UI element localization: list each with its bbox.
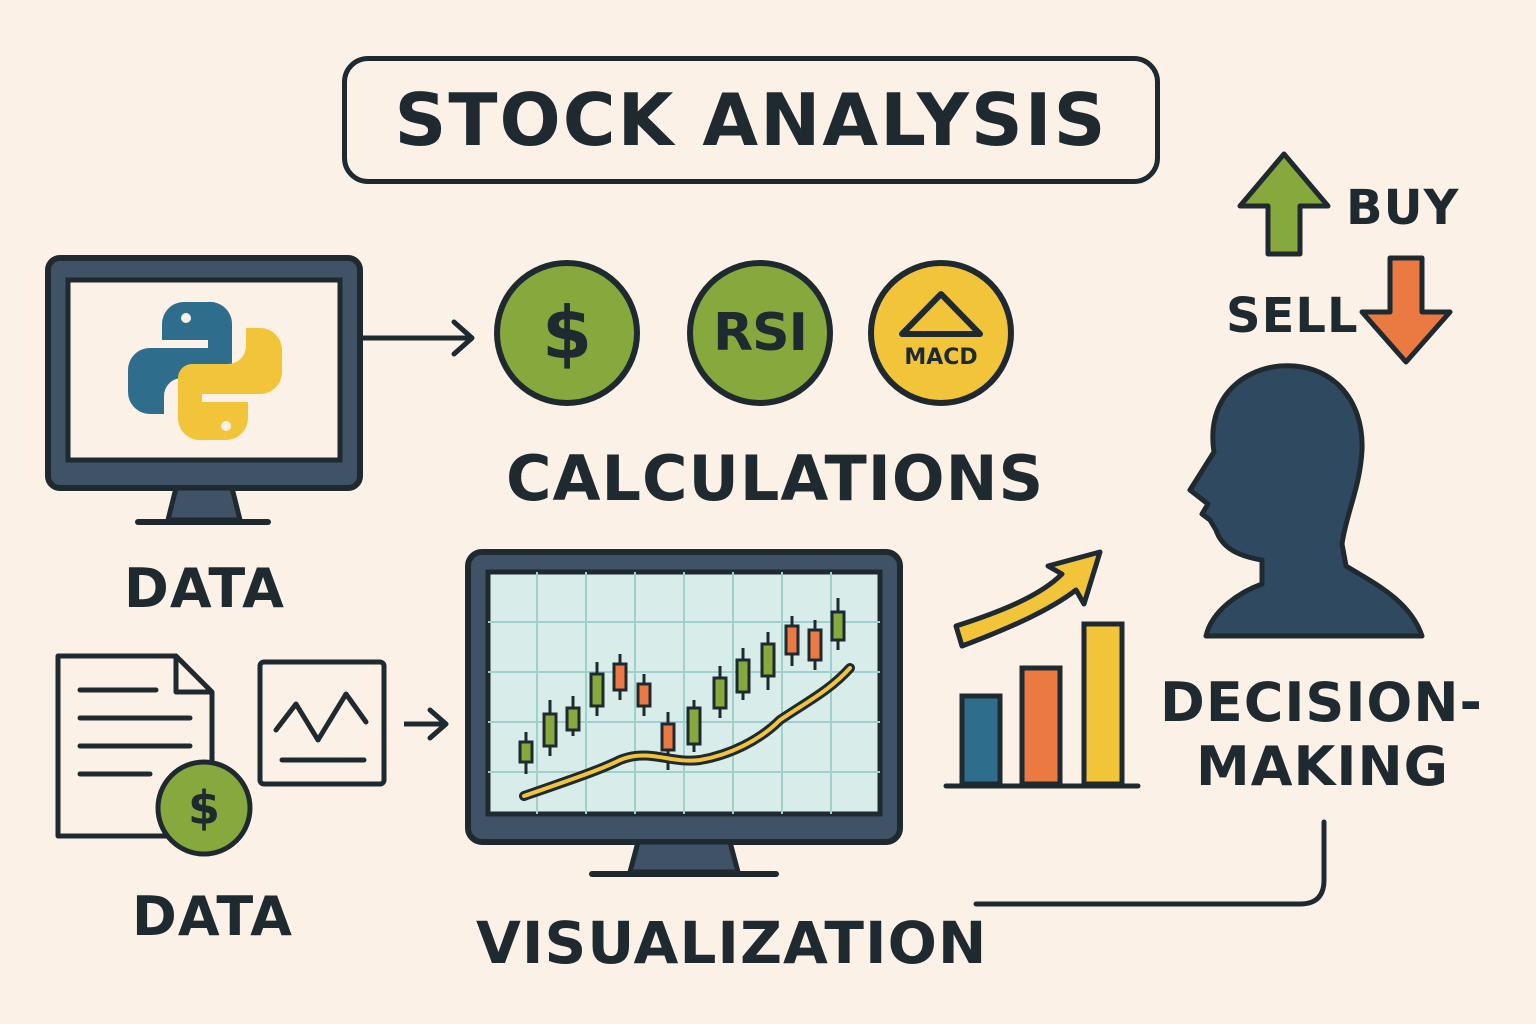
visualization-label: VISUALIZATION [476,909,988,977]
candle-body [760,642,776,678]
sell-arrow-icon [1359,255,1453,365]
candle-body [830,610,846,642]
dollar-symbol: $ [541,291,593,375]
document-dollar-coin-icon [155,759,253,857]
person-head-icon [1187,363,1425,639]
buy-arrow-icon [1237,151,1331,257]
trend-arrow-icon [953,549,1103,649]
candle-body [660,722,676,752]
candle-body [735,658,751,694]
candle-body [712,676,728,710]
candle-body [589,672,605,708]
feedback-connector [973,819,1327,907]
trend-line [522,666,852,798]
candlestick-chart-icon [518,598,846,774]
flow-arrow-to-calculations [362,319,475,357]
page-title: STOCK ANALYSIS [394,78,1108,162]
python-logo-icon [128,301,282,441]
decision-label-line1: DECISION- [1160,671,1483,734]
bar-chart-icon [943,621,1141,789]
buy-label: BUY [1346,180,1460,236]
candle-body [565,706,581,732]
candle-body [784,624,800,656]
rsi-indicator-icon [687,260,833,406]
macd-triangle-icon [899,291,983,337]
sell-label: SELL [1226,288,1359,344]
data-label-bottom: DATA [132,885,293,948]
candle-body [612,662,628,692]
macd-label: MACD [904,345,978,370]
candle-body [686,706,702,746]
rsi-label: RSI [713,303,808,363]
calculations-label: CALCULATIONS [506,442,1045,515]
decision-label-line2: MAKING [1196,735,1449,798]
candle-body [518,740,534,764]
dollar-coin-icon [494,260,640,406]
document-dollar-symbol: $ [187,781,220,835]
candle-body [807,628,823,662]
title-box: STOCK ANALYSIS [342,56,1160,184]
data-label-top: DATA [124,557,285,620]
flow-arrow-to-visualization [404,707,449,741]
candlestick-monitor-icon [465,549,903,877]
candle-body [636,682,652,708]
candle-body [542,712,558,748]
line-chart-icon [257,659,387,787]
